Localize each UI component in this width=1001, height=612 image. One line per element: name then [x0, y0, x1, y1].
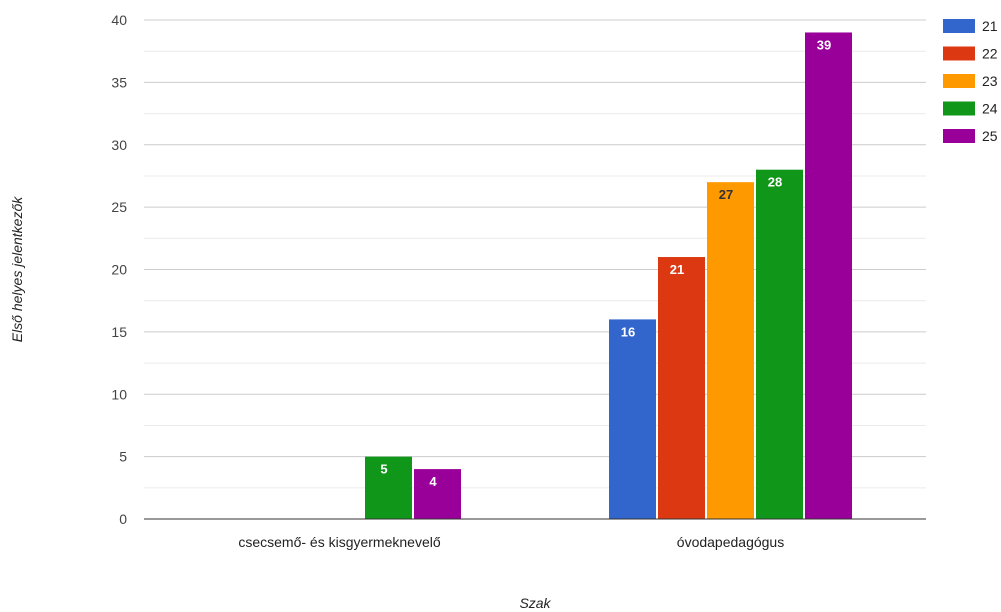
category-label: óvodapedagógus — [677, 534, 784, 550]
legend-swatch — [943, 101, 975, 116]
bar[interactable] — [414, 469, 461, 519]
legend-label: 23 — [982, 73, 998, 89]
legend-item[interactable]: 22 — [943, 46, 998, 62]
data-label: 16 — [621, 324, 635, 339]
x-axis-category-labels: csecsemő- és kisgyermeknevelő óvodapedagó… — [238, 534, 784, 550]
data-label: 28 — [768, 175, 782, 190]
bar[interactable] — [365, 456, 412, 519]
y-axis-title: Első helyes jelentkezők — [9, 196, 25, 343]
legend-swatch — [943, 19, 975, 33]
y-tick-label: 35 — [111, 74, 127, 90]
legend-swatch — [943, 74, 975, 88]
y-tick-label: 25 — [111, 199, 127, 215]
data-label: 39 — [817, 37, 831, 52]
y-axis-tick-labels: 0 5 10 15 20 25 30 35 40 — [111, 12, 127, 527]
data-label: 4 — [429, 474, 437, 489]
legend-item[interactable]: 25 — [943, 128, 998, 144]
y-tick-label: 30 — [111, 137, 127, 153]
bar[interactable] — [707, 182, 754, 520]
bar[interactable] — [609, 319, 656, 519]
bars — [365, 32, 852, 520]
bar[interactable] — [805, 32, 852, 519]
y-tick-label: 20 — [111, 262, 127, 278]
category-label: csecsemő- és kisgyermeknevelő — [238, 534, 441, 550]
legend-label: 22 — [982, 46, 998, 62]
legend-item[interactable]: 24 — [943, 101, 998, 117]
legend-item[interactable]: 23 — [943, 73, 998, 89]
y-tick-label: 0 — [119, 511, 127, 527]
x-axis-title: Szak — [519, 595, 551, 611]
legend-swatch — [943, 129, 975, 143]
legend[interactable]: 21 22 23 24 25 — [943, 18, 998, 144]
gridlines — [144, 19, 926, 520]
bar[interactable] — [756, 169, 803, 519]
bar[interactable] — [658, 257, 705, 519]
legend-label: 24 — [982, 101, 998, 117]
legend-item[interactable]: 21 — [943, 18, 998, 34]
y-tick-label: 10 — [111, 386, 127, 402]
y-tick-label: 15 — [111, 324, 127, 340]
data-label: 5 — [380, 462, 387, 477]
y-tick-label: 40 — [111, 12, 127, 28]
data-label: 27 — [719, 187, 733, 202]
y-tick-label: 5 — [119, 449, 127, 465]
data-label: 21 — [670, 262, 684, 277]
data-labels: 5 4 16 21 27 28 39 — [380, 37, 831, 489]
legend-label: 21 — [982, 18, 998, 34]
legend-swatch — [943, 46, 975, 61]
legend-label: 25 — [982, 128, 998, 144]
